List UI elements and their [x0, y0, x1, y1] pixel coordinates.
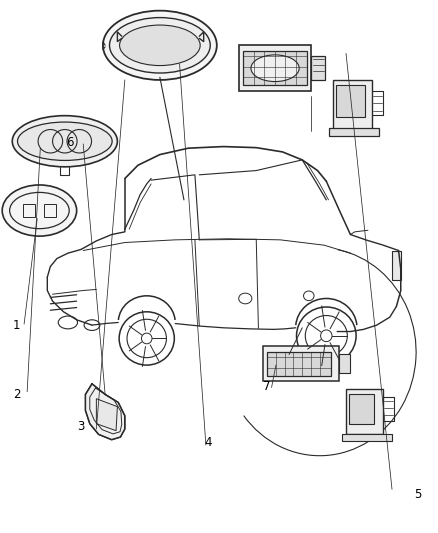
Bar	[263, 346, 339, 381]
Bar	[239, 45, 311, 91]
Text: 3: 3	[78, 420, 85, 433]
Ellipse shape	[120, 25, 200, 66]
Text: 7: 7	[262, 380, 270, 393]
Ellipse shape	[2, 185, 77, 236]
Bar	[392, 251, 401, 280]
Polygon shape	[96, 399, 117, 431]
Bar	[44, 204, 56, 217]
Text: 2: 2	[13, 388, 21, 401]
Bar	[243, 51, 307, 85]
Ellipse shape	[18, 122, 112, 160]
Ellipse shape	[12, 116, 117, 167]
Bar	[333, 80, 372, 131]
Ellipse shape	[251, 55, 299, 82]
Bar	[311, 56, 325, 80]
Bar	[342, 434, 392, 441]
Text: 6: 6	[66, 136, 74, 149]
Bar	[23, 204, 35, 217]
Polygon shape	[85, 384, 125, 440]
Bar	[349, 394, 374, 424]
Bar	[336, 85, 365, 117]
Bar	[328, 128, 379, 136]
Text: 4: 4	[204, 436, 212, 449]
Bar	[346, 389, 383, 434]
Bar	[339, 354, 350, 373]
Bar	[267, 352, 331, 376]
Text: 5: 5	[415, 488, 422, 501]
Text: 1: 1	[13, 319, 21, 332]
Ellipse shape	[103, 11, 217, 80]
Ellipse shape	[110, 18, 210, 73]
